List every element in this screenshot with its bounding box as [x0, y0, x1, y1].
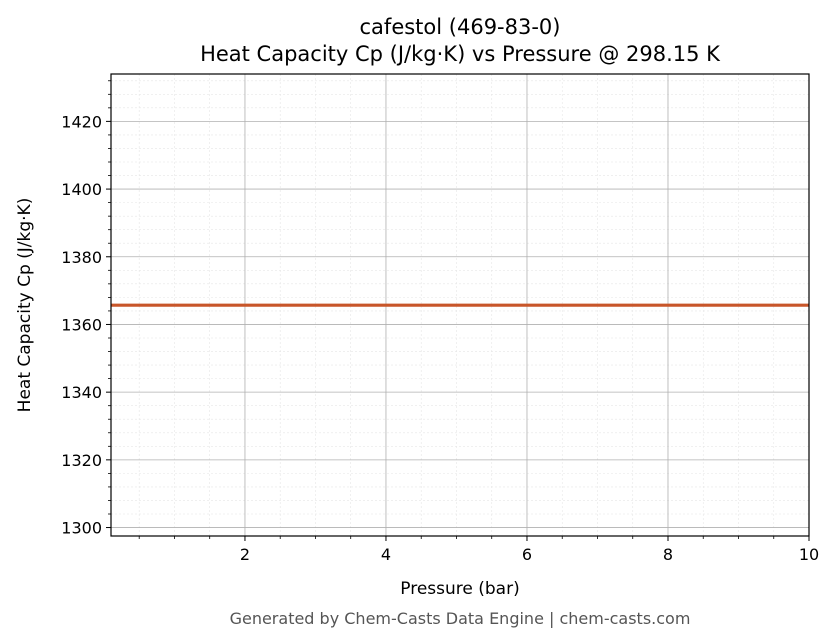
y-tick-label: 1320 [61, 451, 102, 470]
y-axis-label: Heat Capacity Cp (J/kg·K) [15, 198, 35, 413]
x-axis-label: Pressure (bar) [400, 579, 519, 599]
x-tick-label: 10 [799, 545, 819, 564]
y-tick-label: 1300 [61, 519, 102, 538]
chart-title: cafestol (469-83-0) [360, 15, 561, 39]
y-axis: 1300 1320 1340 1360 1380 1400 1420 [61, 80, 111, 538]
y-tick-label: 1380 [61, 248, 102, 267]
x-axis: 2 4 6 8 10 [138, 536, 819, 564]
x-tick-label: 6 [522, 545, 532, 564]
x-tick-label: 8 [663, 545, 673, 564]
plot-area-frame [110, 73, 810, 537]
minor-grid [111, 74, 809, 536]
footer-credit: Generated by Chem-Casts Data Engine | ch… [230, 609, 691, 628]
chart-subtitle: Heat Capacity Cp (J/kg·K) vs Pressure @ … [200, 42, 721, 66]
y-tick-label: 1360 [61, 315, 102, 334]
y-tick-label: 1400 [61, 180, 102, 199]
y-tick-label: 1420 [61, 112, 102, 131]
y-tick-label: 1340 [61, 383, 102, 402]
x-tick-label: 2 [240, 545, 250, 564]
x-tick-label: 4 [381, 545, 391, 564]
